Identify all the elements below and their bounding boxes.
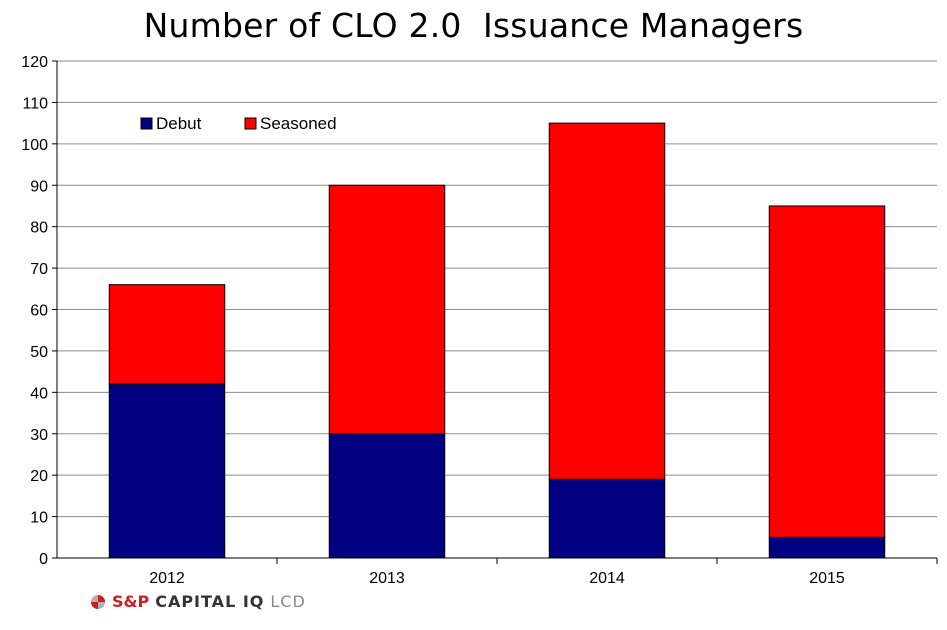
legend-label-debut: Debut: [156, 114, 202, 133]
legend: Debut Seasoned: [140, 114, 337, 133]
bar-debut-2013: [328, 433, 446, 559]
bar-seasoned-2012: [108, 284, 226, 385]
bar-seasoned-2015: [768, 205, 886, 538]
legend-label-seasoned: Seasoned: [260, 114, 337, 133]
x-tick-label: 2013: [369, 570, 405, 587]
legend-swatch-debut: [140, 117, 153, 130]
y-tick-label: 100: [21, 137, 48, 154]
y-tick-label: 40: [30, 385, 48, 402]
bar-debut-2015: [768, 536, 886, 559]
logo-lcd-text: LCD: [270, 592, 306, 611]
bar-seasoned-2014: [548, 122, 666, 480]
logo-sp-text: S&P: [112, 592, 150, 611]
y-tick-label: 90: [30, 178, 48, 195]
bar-debut-2014: [548, 478, 666, 559]
y-tick-label: 80: [30, 220, 48, 237]
axes: 0 10 20 30 40 50 60 70 80 90 100 110 120 2012 2013 2014…: [21, 54, 938, 587]
y-tick-label: 70: [30, 261, 48, 278]
y-tick-label: 60: [30, 303, 48, 320]
logo-capital-iq-text: CAPITAL IQ: [155, 592, 265, 611]
y-tick-label: 120: [21, 54, 48, 71]
chart-title: Number of CLO 2.0 Issuance Managers: [143, 6, 804, 45]
y-tick-label: 30: [30, 427, 48, 444]
x-tick-label: 2014: [589, 570, 625, 587]
bar-debut-2012: [108, 383, 226, 559]
sp-capital-iq-lcd-logo: S&P CAPITAL IQ LCD: [90, 592, 306, 611]
bars: [108, 122, 886, 559]
logo-mark-icon: [91, 594, 105, 609]
y-tick-label: 0: [39, 551, 48, 568]
y-tick-label: 110: [22, 95, 48, 112]
x-tick-label: 2012: [149, 570, 185, 587]
y-tick-label: 10: [30, 510, 48, 527]
legend-swatch-seasoned: [244, 117, 257, 130]
x-tick-label: 2015: [809, 570, 845, 587]
y-tick-label: 50: [30, 344, 48, 361]
bar-seasoned-2013: [328, 184, 446, 435]
y-tick-label: 20: [30, 468, 48, 485]
